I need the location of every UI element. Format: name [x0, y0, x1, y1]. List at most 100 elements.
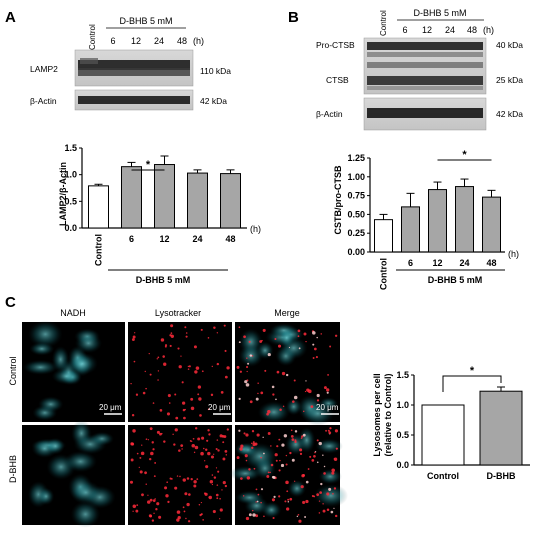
panel-a-time: 48	[177, 36, 187, 46]
x-tick-label: 6	[129, 234, 134, 244]
y-tick-label: 1.5	[64, 143, 77, 153]
bar-control	[374, 219, 393, 253]
bar-24	[187, 172, 208, 229]
row-label-dbhb: D-BHB	[8, 455, 18, 483]
lamp2-kda: 110 kDa	[200, 66, 231, 76]
panel-a-time: 6	[110, 36, 115, 46]
col-label-lysotracker: Lysotracker	[155, 308, 201, 318]
panel-b-treatment-label: D-BHB 5 mM	[413, 8, 466, 18]
y-tick-label: 1.5	[396, 370, 409, 380]
chart-a-xunit: (h)	[250, 224, 261, 234]
micrograph-merge-dbhb	[229, 425, 349, 525]
col-label-merge: Merge	[274, 308, 300, 318]
scale-bar-label: 20 μm	[316, 403, 339, 412]
panel-b-time: 24	[445, 25, 455, 35]
bar-control	[421, 404, 465, 466]
y-tick-label: 0.0	[64, 223, 77, 233]
chart-c-ylabel: Lysosomes per cell	[372, 373, 382, 456]
micrograph-lyso-dbhb	[128, 425, 232, 525]
chart-b: CSTB/pro-CTSB (h) D-BHB 5 mM 0.00 0.25 0.5…	[333, 149, 519, 290]
bar-d-bhb	[479, 390, 523, 466]
panel-a: A Control D-BHB 5 mM 6 12 24 48 (h) LAMP…	[5, 9, 261, 285]
panel-b-letter: B	[288, 9, 299, 26]
x-tick-label: 12	[432, 258, 442, 268]
scale-bar-label: 20 μm	[99, 403, 122, 412]
actin-kda-a: 42 kDa	[200, 96, 227, 106]
x-tick-label: D-BHB	[487, 471, 516, 481]
x-tick-label: Control	[94, 234, 104, 266]
actin-kda-b: 42 kDa	[496, 109, 523, 119]
panel-a-control-label: Control	[88, 24, 97, 50]
bar-12	[428, 189, 447, 253]
panel-b-time: 12	[422, 25, 432, 35]
panel-b-control-label: Control	[379, 10, 388, 36]
bar-6	[121, 166, 142, 229]
chart-a: LAMP2/β-Actin (h) D-BHB 5 mM 0.0 0.5 1.0 1.…	[58, 143, 261, 285]
panel-b-time-unit: (h)	[483, 25, 494, 35]
ctsb-kda: 25 kDa	[496, 75, 523, 85]
y-tick-label: 0.25	[347, 228, 365, 238]
row-label-control: Control	[8, 356, 18, 385]
x-tick-label: Control	[427, 471, 459, 481]
micrograph-merge-control	[235, 322, 340, 426]
panel-b-time: 6	[402, 25, 407, 35]
x-tick-label: 24	[192, 234, 202, 244]
ctsb-bands	[367, 42, 483, 90]
bar-48	[220, 173, 241, 229]
x-tick-label: 48	[225, 234, 235, 244]
micrograph-nadh-control	[22, 320, 125, 422]
bar-24	[455, 186, 474, 253]
significance-bracket	[442, 375, 502, 392]
micrograph-nadh-dbhb	[22, 419, 125, 528]
y-tick-label: 0.50	[347, 209, 365, 219]
y-tick-label: 0.5	[396, 430, 409, 440]
chart-b-group-label: D-BHB 5 mM	[428, 275, 483, 285]
y-tick-label: 1.00	[347, 172, 365, 182]
micrograph-lyso-control	[128, 322, 232, 422]
panel-b: B Control D-BHB 5 mM 6 12 24 48 (h) Pro-…	[288, 8, 523, 290]
chart-b-xunit: (h)	[508, 249, 519, 259]
y-tick-label: 1.0	[396, 400, 409, 410]
x-tick-label: Control	[379, 258, 389, 290]
chart-a-ylabel: LAMP2/β-Actin	[58, 162, 68, 226]
lamp2-bands	[78, 58, 190, 76]
pro-ctsb-label: Pro-CTSB	[316, 40, 355, 50]
bar-6	[401, 206, 420, 253]
x-tick-label: 24	[459, 258, 469, 268]
y-tick-label: 0.00	[347, 247, 365, 257]
col-label-nadh: NADH	[60, 308, 86, 318]
panel-a-letter: A	[5, 9, 16, 26]
y-tick-label: 0.5	[64, 196, 77, 206]
y-tick-label: 1.0	[64, 170, 77, 180]
actin-label-b: β-Actin	[316, 109, 343, 119]
actin-label-a: β-Actin	[30, 96, 57, 106]
panel-a-treatment-label: D-BHB 5 mM	[119, 16, 172, 26]
panel-c-letter: C	[5, 294, 16, 311]
ctsb-label: CTSB	[326, 75, 349, 85]
panel-c: C NADH Lysotracker Merge Control D-BHB 2…	[5, 294, 530, 528]
scale-bar-label: 20 μm	[208, 403, 231, 412]
x-tick-label: 6	[408, 258, 413, 268]
x-tick-label: 48	[486, 258, 496, 268]
bar-48	[482, 196, 501, 253]
pro-ctsb-kda: 40 kDa	[496, 40, 523, 50]
chart-c-ylabel2: (relative to Control)	[383, 373, 393, 456]
significance-star: *	[462, 149, 467, 161]
panel-a-time-unit: (h)	[193, 36, 204, 46]
y-tick-label: 1.25	[347, 153, 365, 163]
bar-12	[154, 164, 175, 229]
bar-control	[88, 185, 109, 229]
micrograph-grid	[22, 320, 349, 528]
significance-star: *	[470, 365, 475, 377]
chart-b-ylabel: CSTB/pro-CTSB	[333, 165, 343, 234]
y-tick-label: 0.75	[347, 191, 365, 201]
lamp2-label: LAMP2	[30, 64, 58, 74]
panel-b-time: 48	[467, 25, 477, 35]
x-tick-label: 12	[159, 234, 169, 244]
significance-star: *	[146, 159, 151, 171]
chart-a-group-label: D-BHB 5 mM	[136, 275, 191, 285]
panel-a-time: 24	[154, 36, 164, 46]
panel-a-time: 12	[131, 36, 141, 46]
chart-c: Lysosomes per cell (relative to Control)…	[372, 365, 530, 481]
